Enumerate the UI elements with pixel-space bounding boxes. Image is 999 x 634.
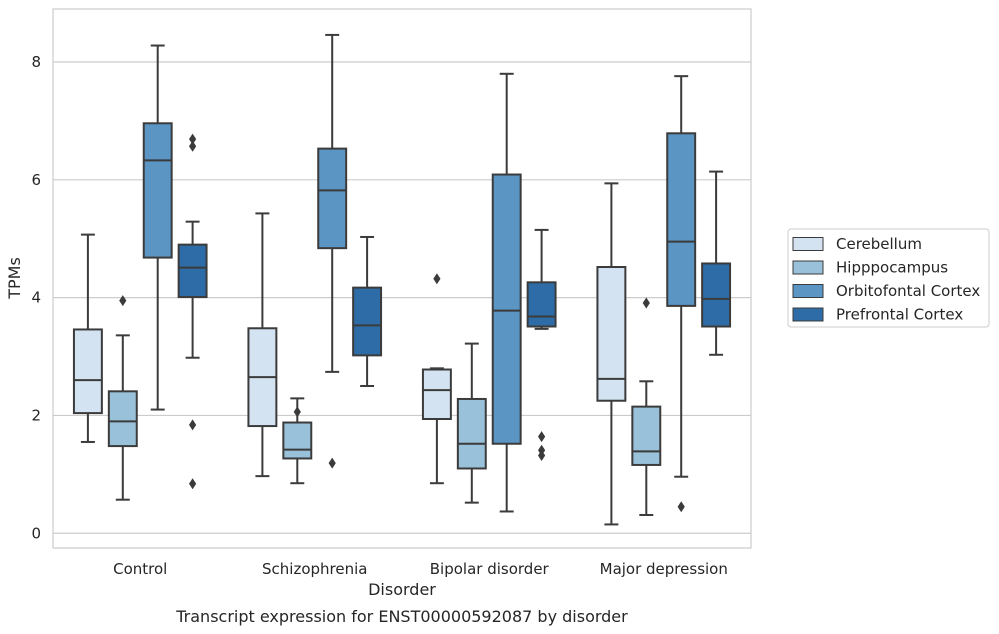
- box-group: [72, 44, 208, 501]
- outlier-point: [538, 450, 546, 462]
- outlier-point: [189, 419, 197, 431]
- outlier-point: [642, 297, 650, 309]
- box-iqr: [282, 421, 313, 460]
- box-iqr: [421, 368, 452, 420]
- legend: Cerebellum Hipppocampus Orbitofontal Corte…: [787, 228, 990, 328]
- outlier-point: [328, 457, 336, 469]
- box-group: [596, 75, 732, 526]
- box-iqr: [596, 266, 627, 402]
- y-tick-label: 2: [31, 406, 41, 424]
- y-tick-label: 8: [31, 53, 41, 71]
- legend-swatch: [792, 307, 824, 322]
- box-iqr: [317, 147, 348, 250]
- box-iqr: [177, 243, 208, 299]
- chart-caption: Transcript expression for ENST0000059208…: [175, 607, 628, 626]
- outlier-point: [189, 133, 197, 145]
- box-iqr: [666, 132, 697, 307]
- y-tick-label: 4: [31, 289, 41, 307]
- y-tick-label: 0: [31, 524, 41, 542]
- box-iqr: [107, 390, 138, 448]
- x-tick-label: Major depression: [600, 560, 728, 578]
- box-groups: [72, 33, 732, 526]
- legend-swatch: [792, 284, 824, 298]
- legend-swatch: [792, 237, 824, 251]
- y-axis-ticks: 0 2 4 6 8: [31, 53, 41, 542]
- x-tick-label: Control: [113, 560, 167, 578]
- box-iqr: [701, 262, 732, 328]
- legend-frame: [787, 228, 990, 328]
- box-iqr: [142, 122, 173, 259]
- y-tick-label: 6: [31, 171, 41, 189]
- box-iqr: [491, 173, 522, 445]
- legend-label: Hipppocampus: [836, 259, 948, 277]
- box-iqr: [631, 405, 662, 466]
- box-iqr: [72, 328, 103, 415]
- x-axis-ticks: Control Schizophrenia Bipolar disorder Majo…: [113, 560, 728, 578]
- box-iqr: [352, 286, 383, 357]
- box-iqr: [526, 281, 557, 328]
- outlier-point: [538, 431, 546, 443]
- box-group: [421, 72, 557, 513]
- legend-label: Cerebellum: [836, 235, 922, 253]
- legend-label: Orbitofontal Cortex: [836, 282, 980, 300]
- y-axis-title: TPMs: [5, 257, 24, 300]
- outlier-point: [293, 406, 301, 418]
- outlier-point: [189, 478, 197, 490]
- outlier-point: [189, 140, 197, 152]
- x-tick-label: Bipolar disorder: [430, 560, 550, 578]
- box-iqr: [456, 397, 487, 470]
- legend-swatch: [792, 260, 824, 275]
- box-group: [247, 33, 383, 485]
- outlier-point: [433, 273, 441, 285]
- x-tick-label: Schizophrenia: [262, 560, 367, 578]
- outlier-point: [677, 501, 685, 513]
- legend-label: Prefrontal Cortex: [836, 306, 963, 324]
- outlier-point: [119, 295, 127, 307]
- x-axis-title: Disorder: [368, 580, 436, 599]
